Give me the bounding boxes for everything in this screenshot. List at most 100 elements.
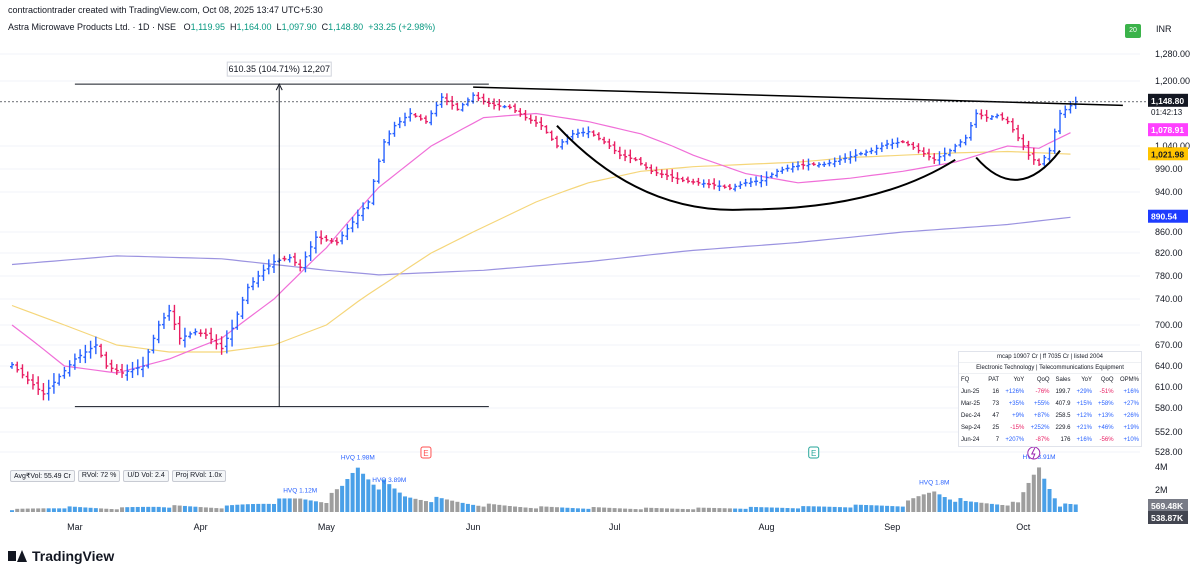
volume-bar: [570, 508, 575, 512]
fundamentals-cell: +35%: [1008, 401, 1025, 407]
fundamentals-cell: +15%: [1076, 401, 1093, 407]
volume-annotation: HVQ 1.12M: [283, 488, 317, 495]
volume-bar: [1026, 482, 1031, 512]
alert-count-badge[interactable]: 20: [1125, 24, 1141, 38]
ohlc-bar: [93, 336, 98, 355]
volume-bar: [450, 500, 455, 512]
volume-bar: [125, 507, 130, 512]
fundamentals-row: Jun-24 7 +207% -87% 176 +16% -56% +10%: [959, 434, 1141, 446]
dividend-icon: [1027, 446, 1041, 460]
volume-bar: [182, 505, 187, 512]
volume-bar: [691, 509, 696, 512]
ohlc-bar: [1026, 140, 1031, 160]
ohlc-bar: [895, 137, 900, 148]
ohlc-bar: [759, 174, 764, 188]
ohlc-bar: [413, 113, 418, 118]
ohlc-bar: [989, 115, 994, 120]
ohlc-bar: [324, 235, 329, 242]
volume-bar: [596, 507, 601, 512]
ohlc-bar: [41, 383, 46, 401]
ohlc-bar: [1021, 134, 1026, 151]
volume-bar: [298, 498, 303, 512]
price-tick: 780.00: [1155, 271, 1183, 281]
volume-bar: [261, 503, 266, 512]
cup-handle-pattern-layer: [473, 86, 1123, 211]
price-tick: 640.00: [1155, 361, 1183, 371]
fundamentals-cell: +9%: [1012, 413, 1025, 419]
neckline: [473, 86, 1123, 107]
volume-bar: [853, 504, 858, 512]
fundamentals-cell: Sep-24: [961, 425, 981, 431]
volume-bar: [680, 508, 685, 512]
volume-bar: [633, 509, 638, 512]
fundamentals-columns: FQ PAT YoY QoQ Sales YoY QoQ OPM%: [959, 374, 1141, 386]
ohlc-bar: [848, 151, 853, 164]
volume-bar: [15, 508, 20, 512]
volume-bar: [51, 508, 56, 512]
ohlc-bar: [685, 176, 690, 184]
ohlc-bar: [790, 162, 795, 173]
ohlc-bar: [83, 344, 88, 364]
volume-bar: [827, 506, 832, 512]
volume-bar: [722, 508, 727, 512]
ohlc-bar: [507, 104, 512, 110]
measure-tool-layer: 610.35 (104.71%) 12,207: [74, 61, 489, 408]
ohlc-bar: [161, 312, 166, 329]
fundamentals-cell: -56%: [1099, 437, 1114, 443]
volume-bar: [392, 488, 397, 512]
tradingview-logo[interactable]: TradingView: [8, 548, 114, 564]
ohlc-bar: [492, 98, 497, 110]
volume-bar: [764, 507, 769, 512]
volume-bar: [528, 507, 533, 512]
ohlc-bar: [958, 139, 963, 148]
volume-bar: [733, 508, 738, 512]
ohlc-bar: [51, 373, 56, 394]
volume-bar: [78, 507, 83, 512]
ohlc-bar: [832, 157, 837, 168]
ohlc-bar: [340, 231, 345, 245]
fundamentals-cell: -51%: [1099, 389, 1114, 395]
volume-bar: [1063, 503, 1068, 512]
currency-label[interactable]: INR: [1156, 24, 1172, 34]
volume-bar: [591, 507, 596, 512]
ohlc-bar: [1000, 112, 1005, 121]
volume-bar: [696, 507, 701, 512]
ohlc-bar: [1047, 147, 1052, 162]
volume-bar: [387, 484, 392, 512]
volume-bar: [560, 507, 565, 512]
volume-bar: [120, 507, 125, 512]
volume-bar: [906, 500, 911, 512]
ohlc-bar: [806, 158, 811, 171]
volume-bar: [497, 504, 502, 512]
volume-bar: [811, 506, 816, 512]
volume-bar: [224, 505, 229, 512]
ohlc-bar: [429, 110, 434, 126]
ohlc-bar: [644, 162, 649, 170]
ohlc-bar: [57, 373, 62, 386]
ohlc-bar: [392, 121, 397, 137]
volume-bar: [266, 503, 271, 512]
ohlc-bar: [633, 157, 638, 162]
ohlc-bar: [696, 177, 701, 186]
ohlc-bar: [109, 359, 114, 372]
fundamentals-cell: -15%: [1010, 425, 1025, 431]
ohlc-bar: [602, 136, 607, 145]
volume-bar: [334, 489, 339, 512]
volume-bar: [685, 509, 690, 512]
volume-bar: [20, 508, 25, 512]
ohlc-bar: [937, 151, 942, 165]
ohlc-bar: [733, 183, 738, 192]
fundamentals-cell: +19%: [1123, 425, 1139, 431]
ohlc-bar: [203, 328, 208, 339]
volume-bar: [193, 506, 198, 512]
fundamentals-row: Mar-25 73 +35% +55% 407.9 +15% +58% +27%: [959, 398, 1141, 410]
ohlc-bar: [62, 366, 67, 379]
volume-bar: [413, 498, 418, 512]
volume-bar: [659, 508, 664, 512]
ohlc-bar: [146, 349, 151, 369]
measure-label-box: [226, 61, 332, 77]
fundamentals-cell: 7: [995, 437, 1000, 443]
fundamentals-cell: -87%: [1035, 437, 1050, 443]
month-label: Jul: [609, 522, 621, 532]
